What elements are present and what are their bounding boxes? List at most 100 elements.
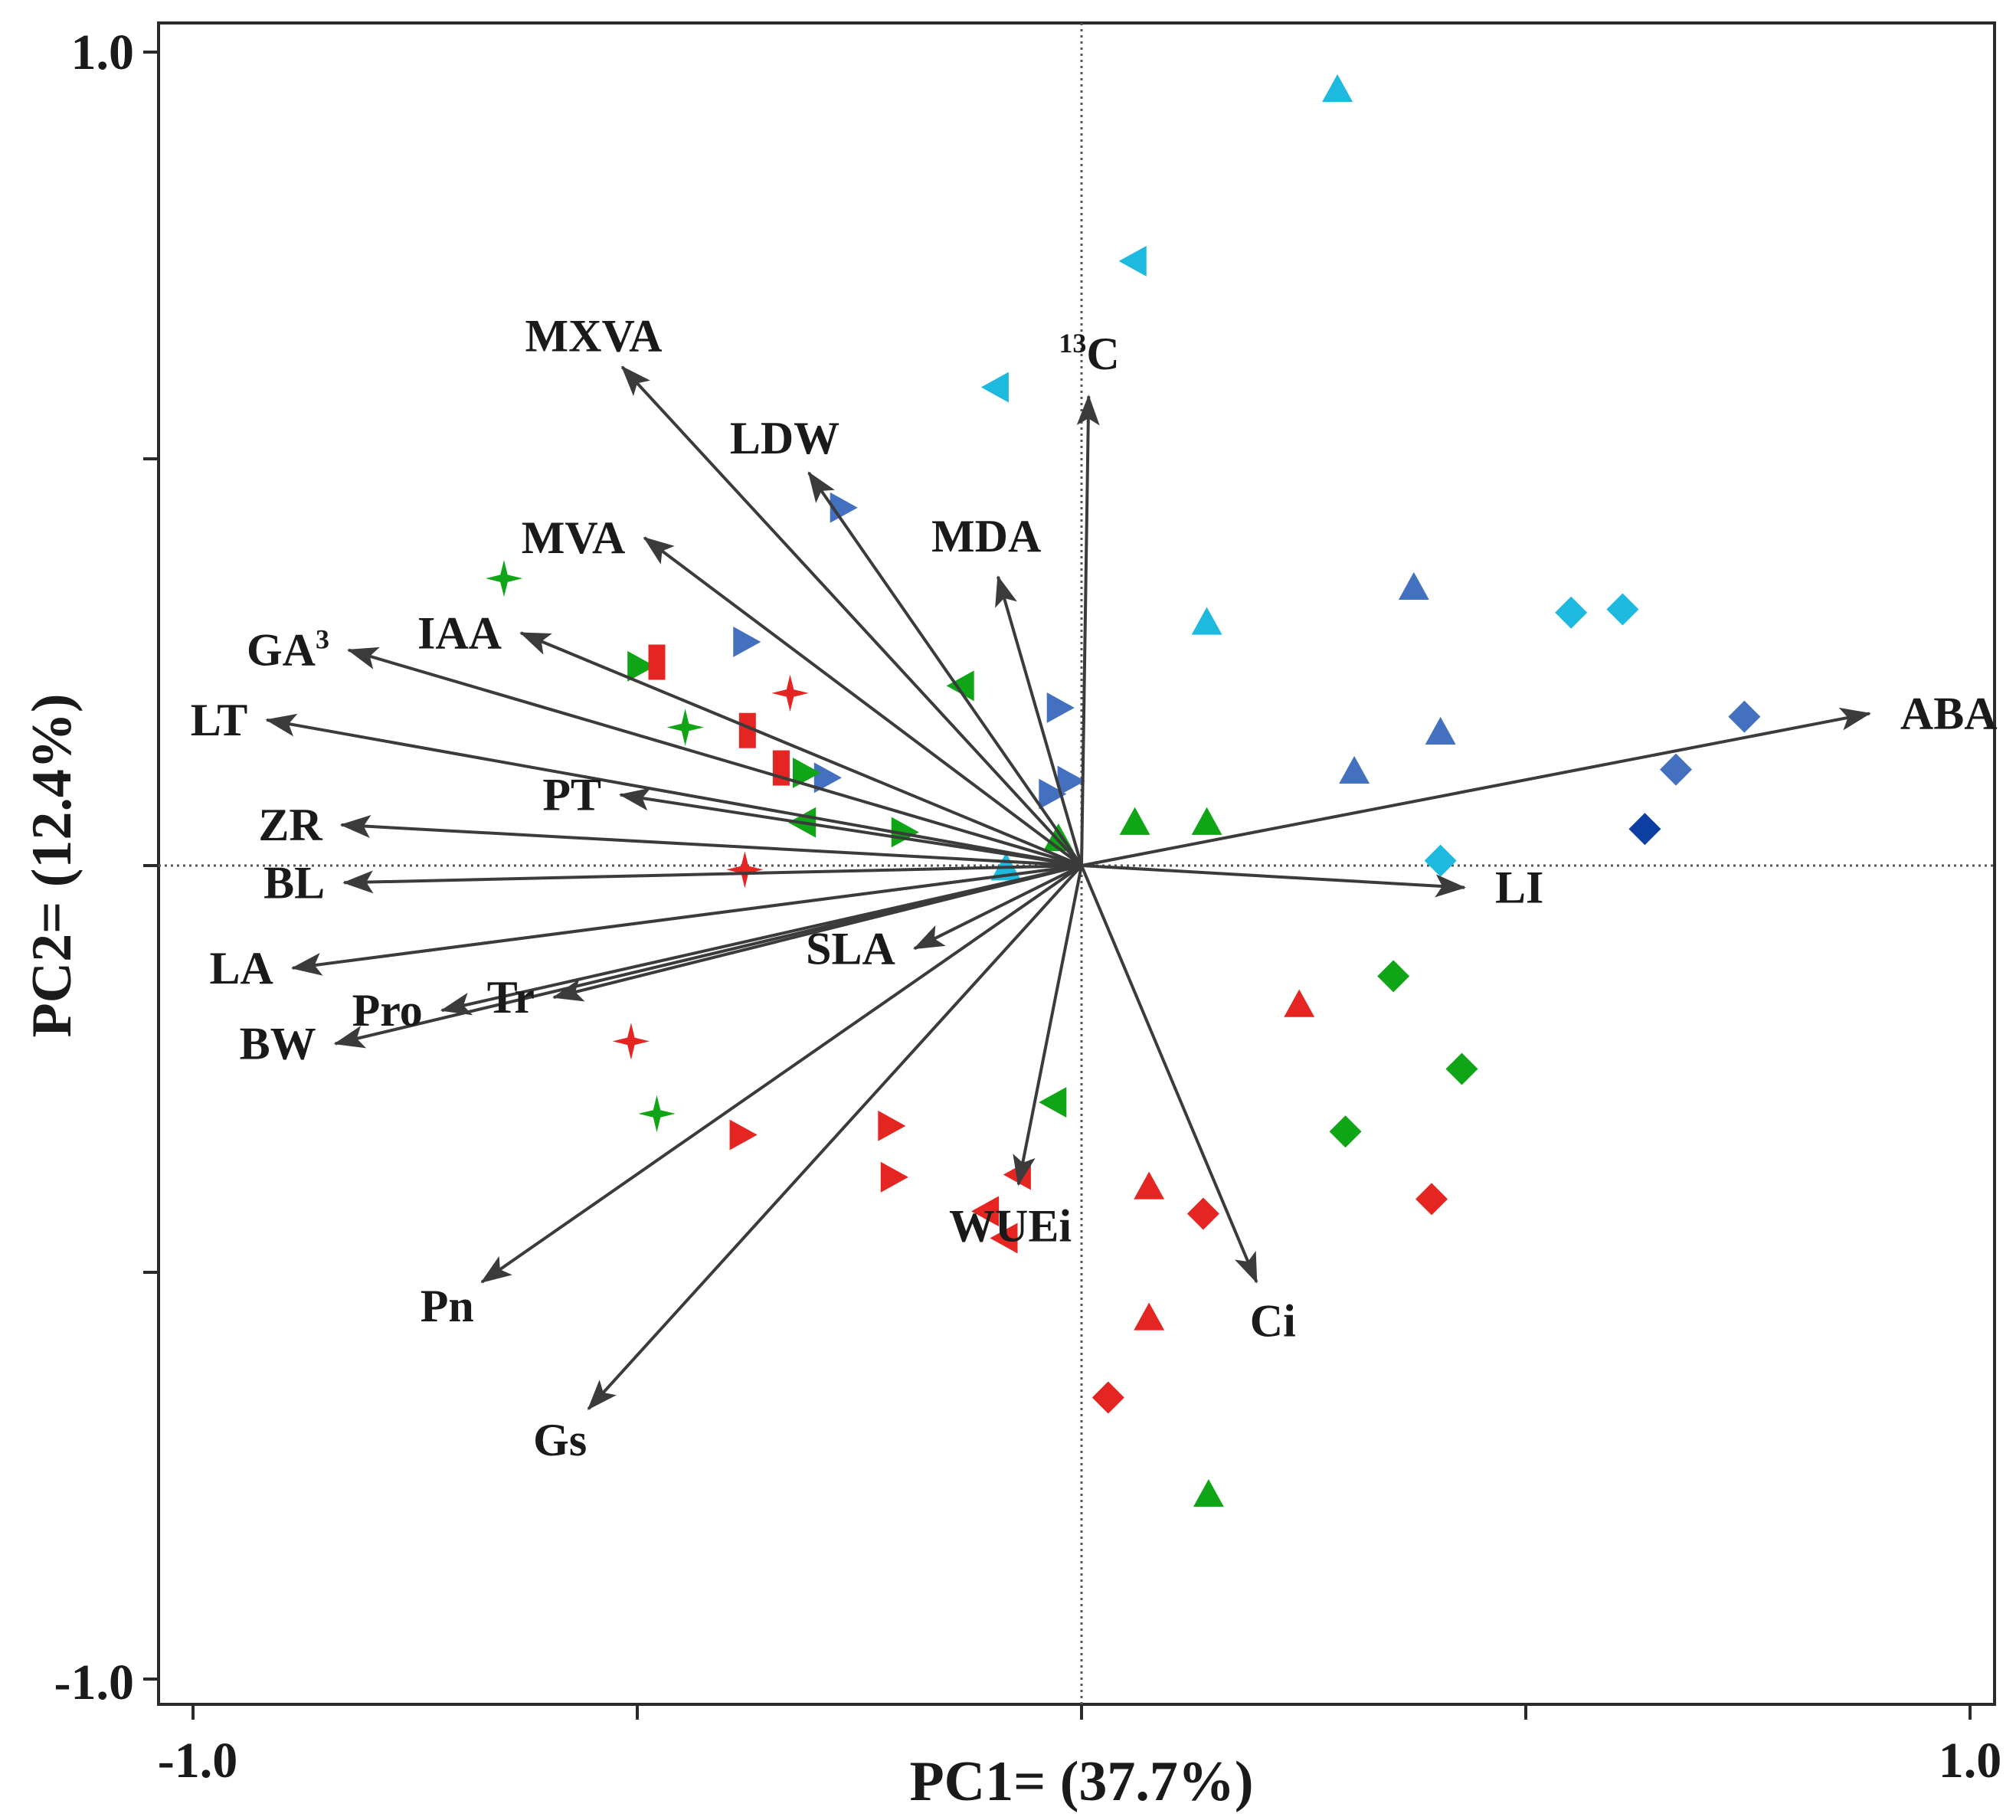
- point-triangle-right-14-2: [880, 1161, 908, 1193]
- point-triangle-left-1-0: [1118, 245, 1147, 277]
- vector-label-pt: PT: [542, 770, 601, 820]
- vector-label-bl: BL: [263, 857, 325, 908]
- point-diamond-17-1: [1415, 1183, 1448, 1216]
- vector-sla: [913, 864, 1082, 951]
- point-triangle-up-10-3: [1193, 1478, 1224, 1507]
- point-triangle-up-10-1: [1119, 807, 1150, 835]
- point-triangle-left-9-2: [1039, 1087, 1067, 1118]
- point-diamond-11-2: [1329, 1115, 1362, 1148]
- vector-zr: [339, 815, 1082, 867]
- point-star-12-2: [612, 1023, 650, 1060]
- y-tick-label-top: 1.0: [71, 25, 135, 80]
- vector-label-li: LI: [1495, 863, 1543, 913]
- point-star-7-2: [638, 1095, 676, 1133]
- vector-bw: [333, 864, 1082, 1049]
- vector-mva: [643, 536, 1083, 867]
- point-triangle-right-4-2: [813, 762, 842, 794]
- vector-pn: [480, 864, 1083, 1284]
- point-triangle-up-0-0: [1322, 74, 1353, 103]
- x-axis-title: PC1= (37.7%): [909, 1750, 1253, 1813]
- point-triangle-up-0-1: [1191, 607, 1222, 635]
- point-triangle-right-4-4: [1057, 765, 1085, 797]
- point-triangle-up-10-2: [1191, 807, 1222, 835]
- vector-gs: [587, 864, 1083, 1410]
- vector-label-aba: ABA: [1900, 688, 1998, 738]
- vector-label-wuei: WUEi: [949, 1200, 1072, 1251]
- vector-la: [290, 864, 1082, 976]
- vector-label-la: LA: [210, 943, 273, 993]
- vector-label-bw: BW: [240, 1019, 316, 1069]
- point-triangle-left-1-1: [980, 372, 1009, 403]
- vector-label-pro: Pro: [352, 985, 423, 1036]
- x-tick-label-right: 1.0: [1939, 1733, 2002, 1789]
- loading-vectors: [265, 365, 1871, 1410]
- point-star-12-1: [726, 851, 764, 889]
- vector-bl: [342, 864, 1082, 894]
- vector-label-mda: MDA: [931, 511, 1041, 561]
- point-triangle-up-16-2: [1134, 1302, 1165, 1331]
- vector-label-ldw: LDW: [730, 413, 839, 463]
- point-star-7-0: [485, 560, 523, 597]
- vector-label-pn: Pn: [421, 1281, 474, 1331]
- point-diamond-6-0: [1628, 813, 1661, 846]
- point-triangle-right-4-3: [1046, 692, 1075, 723]
- point-triangle-right-8-2: [891, 817, 919, 848]
- point-diamond-5-0: [1728, 700, 1761, 733]
- point-triangle-up-3-0: [1398, 571, 1429, 600]
- vector-label-lt: LT: [191, 695, 248, 745]
- point-triangle-left-15-0: [1003, 1159, 1031, 1190]
- y-axis-title: PC2= (12.4%): [21, 693, 83, 1037]
- vector-lt: [265, 713, 1082, 867]
- vector-wuei: [1013, 865, 1083, 1187]
- vector-label-ga3: GA3: [247, 624, 329, 676]
- x-tick-label-left: -1.0: [158, 1733, 237, 1789]
- vector-mxva: [620, 365, 1083, 867]
- point-triangle-right-8-1: [792, 757, 821, 788]
- point-triangle-right-14-0: [729, 1119, 758, 1151]
- vector-label-zr: ZR: [258, 800, 322, 850]
- point-diamond-17-2: [1091, 1381, 1124, 1414]
- loading-vector-labels: MXVA LDW MVA MDA 13C GA3 IAA LT PT ZR BL LA Pro Tr BW S…: [191, 311, 1998, 1466]
- vector-iaa: [519, 631, 1082, 867]
- point-triangle-up-16-0: [1284, 989, 1315, 1017]
- vector-li: [1081, 864, 1466, 898]
- vector-label-iaa: IAA: [417, 607, 502, 658]
- vector-label-tr: Tr: [487, 972, 535, 1023]
- point-triangle-up-16-1: [1134, 1171, 1165, 1200]
- vector-label-gs: Gs: [533, 1415, 587, 1465]
- vector-mda: [995, 575, 1083, 866]
- point-triangle-right-14-1: [878, 1110, 906, 1141]
- vector-label-mxva: MXVA: [525, 311, 663, 362]
- point-triangle-left-9-0: [946, 670, 974, 702]
- plot-frame: [157, 21, 1996, 1706]
- point-diamond-5-1: [1660, 753, 1693, 786]
- vector-ldw: [807, 471, 1083, 867]
- point-diamond-17-0: [1186, 1197, 1219, 1230]
- point-triangle-left-15-1: [971, 1196, 1000, 1227]
- point-rect-13-1: [738, 712, 756, 748]
- point-rect-13-0: [648, 644, 666, 680]
- vector-13c: [1076, 394, 1100, 866]
- vector-ci: [1080, 865, 1258, 1284]
- vector-aba: [1081, 707, 1871, 867]
- vector-label-ci: Ci: [1250, 1295, 1296, 1346]
- point-star-12-0: [771, 674, 809, 712]
- point-diamond-2-0: [1555, 596, 1588, 629]
- point-triangle-left-15-2: [990, 1223, 1018, 1254]
- point-diamond-11-1: [1445, 1052, 1478, 1085]
- point-triangle-up-3-1: [1425, 716, 1456, 745]
- vector-ga3: [347, 646, 1082, 867]
- point-triangle-right-8-0: [627, 650, 656, 682]
- vector-label-sla: SLA: [806, 923, 895, 974]
- point-star-7-1: [666, 709, 704, 746]
- point-diamond-11-0: [1377, 960, 1410, 993]
- point-triangle-right-4-5: [1039, 778, 1067, 810]
- point-triangle-up-3-2: [1339, 755, 1370, 784]
- y-tick-label-bottom: -1.0: [54, 1655, 134, 1710]
- axis-ticks: [143, 51, 1972, 1720]
- point-diamond-2-2: [1424, 844, 1457, 877]
- point-triangle-right-4-1: [733, 627, 761, 657]
- vector-label-mva: MVA: [522, 512, 626, 563]
- vector-pt: [618, 787, 1082, 867]
